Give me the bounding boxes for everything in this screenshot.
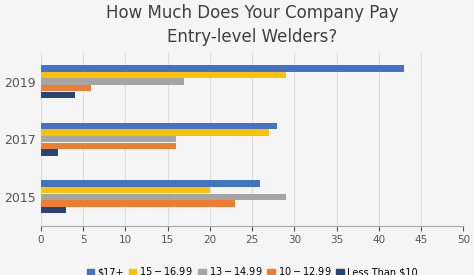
Legend: $17+, $15-$16.99, $13-$14.99, $10-$12.99, Less Than $10: $17+, $15-$16.99, $13-$14.99, $10-$12.99…	[83, 262, 421, 275]
Bar	[41, 123, 277, 129]
Title: How Much Does Your Company Pay
Entry-level Welders?: How Much Does Your Company Pay Entry-lev…	[106, 4, 398, 46]
Bar	[41, 143, 176, 149]
Bar	[41, 92, 74, 98]
Bar	[41, 72, 286, 78]
Bar	[41, 180, 261, 187]
Bar	[41, 207, 66, 213]
Bar	[41, 187, 210, 193]
Bar	[41, 136, 176, 142]
Bar	[41, 200, 235, 207]
Bar	[41, 194, 286, 200]
Bar	[41, 85, 91, 91]
Bar	[41, 149, 58, 156]
Bar	[41, 78, 184, 85]
Bar	[41, 130, 269, 136]
Bar	[41, 65, 404, 72]
